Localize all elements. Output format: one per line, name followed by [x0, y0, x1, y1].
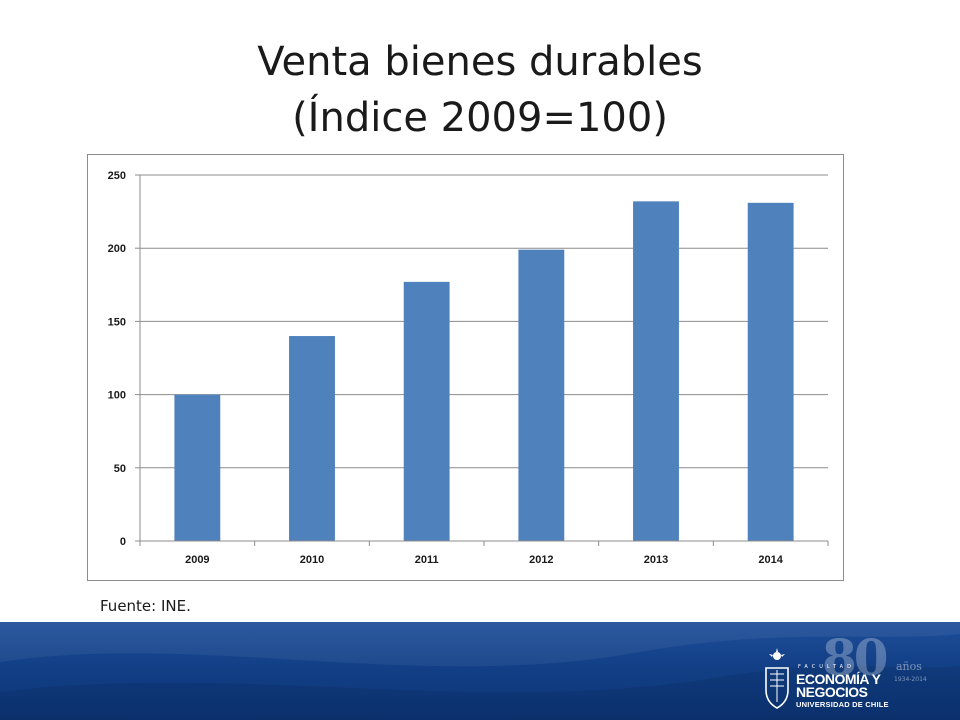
logo-80-anniversary: 80	[822, 628, 889, 687]
bar-2009	[174, 394, 221, 541]
bar-2010	[289, 336, 335, 541]
footer-wave-decoration	[0, 622, 960, 720]
slide-title-line2: (Índice 2009=100)	[292, 95, 668, 141]
x-tick-label-2014: 2014	[758, 554, 783, 566]
university-shield-icon	[765, 648, 789, 709]
x-tick-label-2011: 2011	[415, 554, 439, 566]
logo-facultad: FACULTAD	[798, 664, 855, 670]
logo-anos: años	[896, 660, 922, 673]
y-tick-label: 0	[120, 536, 126, 548]
source-note: Fuente: INE.	[100, 597, 191, 615]
logo-universidad: UNIVERSIDAD DE CHILE	[796, 700, 889, 709]
logo-economia: ECONOMÍA Y	[796, 671, 881, 687]
y-tick-label: 250	[108, 170, 126, 182]
x-tick-label-2012: 2012	[529, 554, 553, 566]
x-tick-label-2009: 2009	[185, 554, 209, 566]
x-tick-label-2010: 2010	[300, 554, 324, 566]
slide-title: Venta bienes durables (Índice 2009=100)	[0, 34, 960, 146]
footer-band	[0, 622, 960, 720]
bar-2011	[403, 281, 450, 541]
bar-2013	[633, 201, 679, 542]
bar-2012	[518, 249, 565, 541]
x-tick-label-2013: 2013	[644, 554, 668, 566]
y-tick-label: 100	[108, 390, 126, 402]
logo-negocios: NEGOCIOS	[796, 684, 868, 700]
y-tick-label: 200	[108, 243, 126, 255]
faculty-logo: 80 años 1934-2014 FACULTAD ECONOMÍA Y NE…	[760, 628, 940, 716]
chart-svg: 0 50 100 150 200 250 2009 2010 2011 2012 2013 2014	[108, 170, 829, 566]
bar-chart: 0 50 100 150 200 250 2009 2010 2011 2012 2013 2014	[87, 154, 844, 581]
logo-years: 1934-2014	[894, 676, 927, 683]
bar-2014	[747, 202, 794, 542]
y-tick-label: 150	[108, 316, 126, 328]
y-tick-label: 50	[114, 463, 126, 475]
slide-title-line1: Venta bienes durables	[257, 39, 703, 85]
